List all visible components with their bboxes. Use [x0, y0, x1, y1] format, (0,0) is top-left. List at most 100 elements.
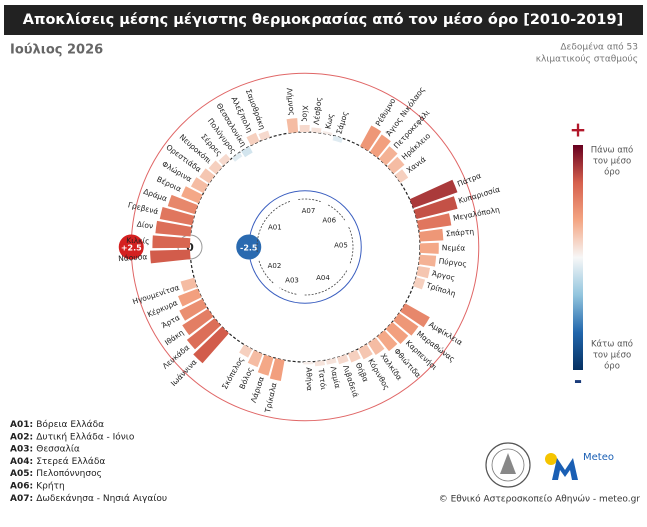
ring-label: -2.5 — [240, 244, 258, 253]
bar — [199, 168, 215, 184]
region-legend: A03: Θεσσαλία — [10, 444, 80, 454]
chart-title: Αποκλίσεις μέσης μέγιστης θερμοκρασίας α… — [23, 12, 623, 28]
region-legend-name: Στερεά Ελλάδα — [36, 456, 105, 466]
bar — [167, 194, 198, 215]
region-code: A06 — [322, 216, 336, 224]
station-label: Νεμέα — [442, 243, 466, 252]
region-legend-name: Πελοπόννησος — [36, 468, 102, 479]
bar — [186, 318, 221, 350]
station-label: Τατόι — [316, 367, 328, 391]
region-legend: A06: Κρήτη — [10, 481, 65, 491]
bar — [413, 196, 458, 220]
bar — [258, 130, 271, 141]
ring-label: +2.5 — [121, 244, 142, 253]
bar — [369, 134, 391, 158]
bar — [150, 249, 191, 264]
bar — [394, 169, 409, 183]
region-legend-name: Βόρεια Ελλάδα — [36, 419, 104, 430]
bar — [314, 360, 326, 367]
region-legend-code: A06 — [10, 481, 30, 491]
station-label: Πύργος — [438, 257, 467, 269]
ring-badge — [236, 234, 262, 260]
bar — [385, 321, 409, 345]
region-arc — [304, 270, 348, 296]
region-code: A07 — [302, 207, 316, 215]
bar — [190, 177, 209, 194]
bar — [360, 125, 382, 151]
bar — [239, 344, 253, 358]
station-label: Σπάρτη — [445, 227, 474, 239]
bar — [409, 179, 458, 209]
meteo-logo — [545, 453, 578, 480]
bar — [181, 186, 203, 204]
station-label: Κως — [323, 113, 335, 130]
region-legend: A02: Δυτική Ελλάδα - Ιόνιο — [10, 431, 135, 442]
bar — [393, 312, 419, 336]
bar — [419, 228, 444, 242]
logo-text: Meteo — [583, 452, 614, 463]
colorbar-text: όρο — [604, 167, 620, 178]
bar — [413, 277, 426, 290]
colorbar-text: όρο — [604, 361, 620, 372]
bar — [332, 135, 343, 143]
region-legend: A01: Βόρεια Ελλάδα — [10, 419, 104, 430]
region-code: A04 — [316, 274, 330, 282]
bar — [232, 152, 243, 162]
region-arc — [256, 200, 291, 253]
bar — [387, 156, 405, 174]
region-legend-code: A02 — [10, 432, 30, 442]
region-arc — [348, 227, 354, 264]
region-legend: A05: Πελοπόννησος — [10, 468, 102, 479]
colorbar-text: Κάτω από — [591, 339, 633, 350]
bar — [286, 118, 299, 134]
bar — [416, 213, 452, 231]
region-arc — [298, 198, 321, 203]
region-code: A01 — [268, 223, 282, 231]
region-code: A02 — [268, 262, 282, 270]
credit: © Εθνικό Αστεροσκοπείο Αθηνών - meteo.gr — [439, 494, 641, 505]
region-legend: A07: Δωδεκάνησα - Νησιά Αιγαίου — [10, 493, 167, 503]
bar — [241, 146, 253, 158]
bar — [159, 207, 195, 226]
region-legend-name: Δωδεκάνησα - Νησιά Αιγαίου — [36, 493, 167, 503]
bar — [178, 288, 202, 307]
station-label: Λέσβος — [312, 97, 324, 125]
colorbar-text: τον μέσο — [593, 156, 631, 167]
bar — [246, 132, 260, 146]
bar — [180, 277, 198, 292]
subtitle: Ιούλιος 2026 — [10, 43, 103, 58]
region-arc — [258, 259, 274, 284]
colorbar-symbol: - — [574, 369, 582, 393]
station-label: Νάουσα — [118, 252, 148, 263]
region-legend-name: Θεσσαλία — [36, 444, 80, 454]
station-label: Κιλκίς — [126, 236, 150, 246]
region-legend-code: A05 — [10, 469, 30, 479]
colorbar-text: Πάνω από — [591, 145, 633, 156]
region-legend-code: A07 — [10, 493, 30, 503]
bar — [218, 153, 231, 166]
region-code: A05 — [334, 242, 348, 250]
bar — [269, 358, 285, 381]
region-legend-name: Κρήτη — [36, 481, 64, 491]
station-label: Δίον — [136, 219, 154, 230]
colorbar-symbol: + — [570, 118, 587, 142]
region-legend-code: A04 — [10, 456, 30, 466]
region-legend-name: Δυτική Ελλάδα - Ιόνιο — [36, 431, 135, 442]
bar — [378, 146, 398, 166]
bar — [208, 160, 223, 175]
bar — [322, 131, 333, 136]
bar — [337, 354, 349, 365]
title-bar — [4, 5, 643, 35]
station-label: Λήμνος — [285, 87, 297, 116]
bar — [299, 124, 310, 133]
colorbar-text: τον μέσο — [593, 350, 631, 361]
bar — [416, 265, 431, 279]
colorbar — [573, 145, 583, 370]
bar — [303, 361, 314, 365]
ring-label: 0 — [186, 241, 194, 254]
bar — [358, 344, 373, 360]
station-label: Χίος — [301, 105, 310, 122]
seal-logo — [485, 442, 531, 488]
region-legend: A04: Στερεά Ελλάδα — [10, 456, 105, 466]
